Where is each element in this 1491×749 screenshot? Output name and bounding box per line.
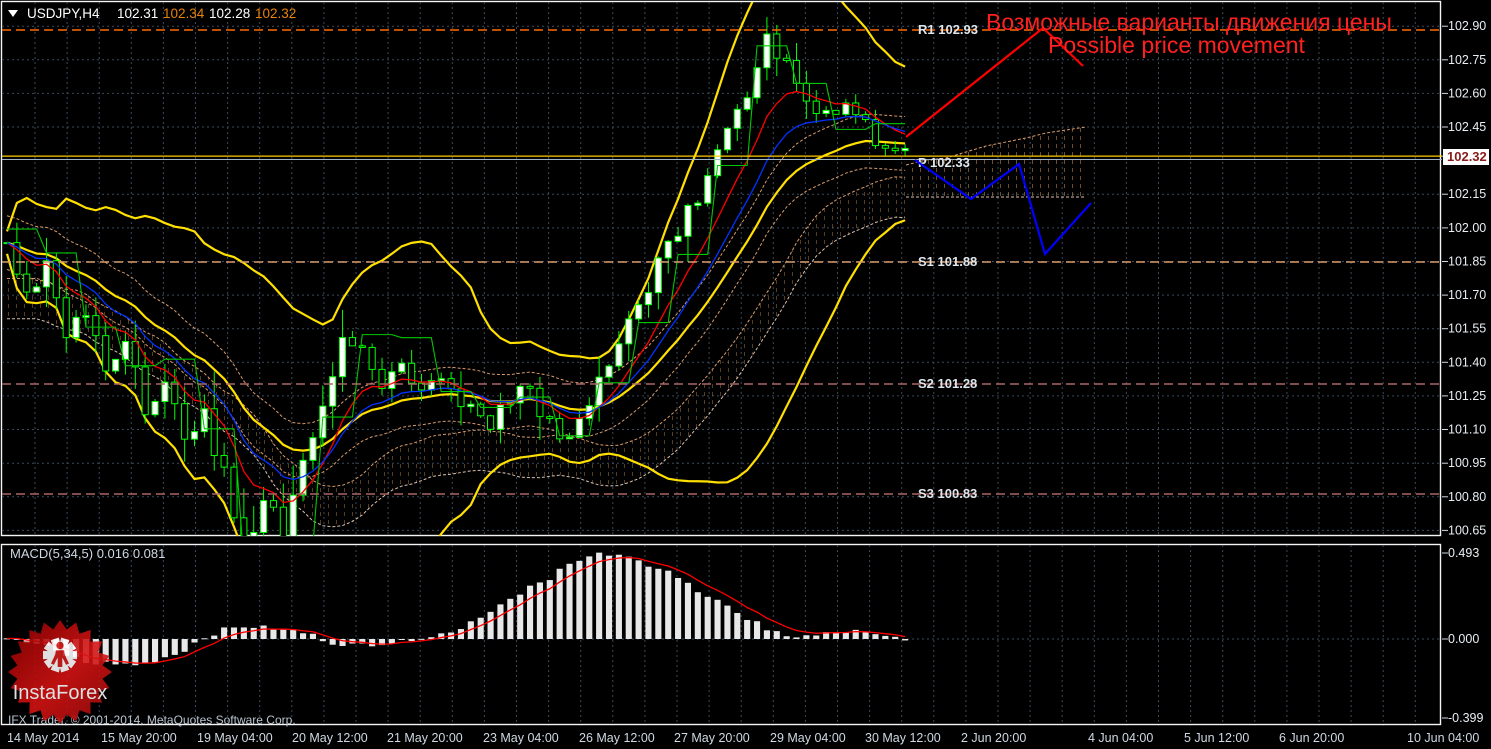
svg-text:102.34: 102.34 — [163, 6, 205, 21]
svg-text:19 May 04:00: 19 May 04:00 — [197, 731, 273, 745]
svg-text:100.65: 100.65 — [1448, 523, 1486, 537]
svg-text:0.000: 0.000 — [1448, 632, 1479, 646]
svg-text:23 May 04:00: 23 May 04:00 — [483, 731, 559, 745]
svg-text:USDJPY,H4: USDJPY,H4 — [27, 6, 100, 21]
svg-text:102.00: 102.00 — [1448, 221, 1486, 235]
svg-text:2 Jun 20:00: 2 Jun 20:00 — [961, 731, 1026, 745]
svg-text:InstaForex: InstaForex — [13, 682, 107, 704]
svg-text:21 May 20:00: 21 May 20:00 — [387, 731, 463, 745]
svg-text:100.80: 100.80 — [1448, 490, 1486, 504]
svg-text:101.25: 101.25 — [1448, 389, 1486, 403]
svg-text:S2 101.28: S2 101.28 — [918, 376, 977, 391]
svg-text:101.85: 101.85 — [1448, 255, 1486, 269]
svg-text:27 May 20:00: 27 May 20:00 — [674, 731, 750, 745]
svg-text:101.10: 101.10 — [1448, 423, 1486, 437]
svg-text:S1 101.88: S1 101.88 — [918, 254, 977, 269]
svg-text:4 Jun 04:00: 4 Jun 04:00 — [1088, 731, 1153, 745]
svg-text:6 Jun 20:00: 6 Jun 20:00 — [1279, 731, 1344, 745]
svg-text:100.95: 100.95 — [1448, 456, 1486, 470]
svg-text:102.32: 102.32 — [255, 6, 296, 21]
svg-text:10 Jun 04:00: 10 Jun 04:00 — [1407, 731, 1479, 745]
svg-text:102.75: 102.75 — [1448, 53, 1486, 67]
svg-text:101.70: 101.70 — [1448, 288, 1486, 302]
svg-text:MACD(5,34,5) 0.016 0.081: MACD(5,34,5) 0.016 0.081 — [10, 546, 165, 561]
svg-text:102.32: 102.32 — [1447, 149, 1487, 164]
svg-text:Possible price movement: Possible price movement — [1048, 32, 1306, 58]
svg-text:20 May 12:00: 20 May 12:00 — [292, 731, 368, 745]
svg-text:102.90: 102.90 — [1448, 19, 1486, 33]
svg-text:5 Jun 12:00: 5 Jun 12:00 — [1184, 731, 1249, 745]
svg-text:26 May 12:00: 26 May 12:00 — [579, 731, 655, 745]
svg-text:S3 100.83: S3 100.83 — [918, 486, 977, 501]
svg-text:102.60: 102.60 — [1448, 86, 1486, 100]
svg-text:29 May 04:00: 29 May 04:00 — [770, 731, 846, 745]
svg-text:R1 102.93: R1 102.93 — [918, 22, 978, 37]
svg-text:14 May 2014: 14 May 2014 — [7, 731, 79, 745]
svg-text:101.40: 101.40 — [1448, 355, 1486, 369]
svg-text:30 May 12:00: 30 May 12:00 — [865, 731, 941, 745]
svg-text:102.28: 102.28 — [209, 6, 250, 21]
svg-text:15 May 20:00: 15 May 20:00 — [101, 731, 177, 745]
svg-text:102.31: 102.31 — [117, 6, 158, 21]
svg-text:102.45: 102.45 — [1448, 120, 1486, 134]
svg-text:-0.399: -0.399 — [1448, 711, 1483, 725]
svg-text:0.493: 0.493 — [1448, 546, 1479, 560]
svg-text:102.15: 102.15 — [1448, 187, 1486, 201]
svg-text:101.55: 101.55 — [1448, 322, 1486, 336]
